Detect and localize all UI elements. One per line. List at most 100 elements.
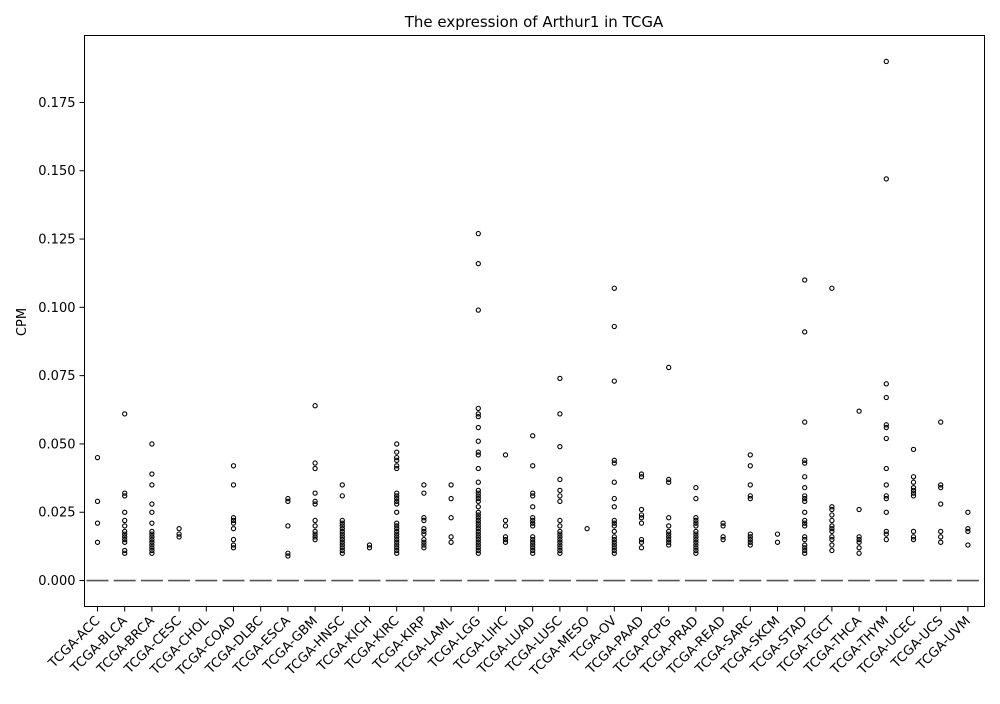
outlier-point xyxy=(230,517,237,524)
outlier-point xyxy=(475,260,481,267)
outlier-point xyxy=(421,517,427,524)
outlier-point xyxy=(638,515,645,521)
outlier-point xyxy=(502,539,509,545)
outlier-point xyxy=(149,534,155,540)
outlier-point xyxy=(475,509,481,515)
outlier-point xyxy=(394,550,400,556)
outlier-point xyxy=(475,517,481,524)
outlier-point xyxy=(394,465,400,472)
outlier-point xyxy=(965,509,971,515)
outlier-point xyxy=(421,528,427,535)
outlier-point xyxy=(285,523,291,529)
outlier-point xyxy=(448,495,454,502)
outlier-point xyxy=(611,495,617,502)
outlier-point xyxy=(938,485,944,491)
outlier-point xyxy=(475,449,481,455)
outlier-point xyxy=(693,523,699,529)
outlier-point xyxy=(666,515,672,521)
outlier-point xyxy=(149,531,155,537)
outlier-point xyxy=(530,534,536,540)
outlier-point xyxy=(475,452,481,458)
outlier-point xyxy=(611,378,617,384)
outlier-point xyxy=(883,495,889,502)
outlier-point xyxy=(176,531,182,537)
outlier-point xyxy=(829,517,835,524)
outlier-point xyxy=(802,509,808,515)
outlier-point xyxy=(856,539,862,545)
outlier-point xyxy=(122,550,128,556)
outlier-point xyxy=(611,517,617,524)
outlier-point xyxy=(421,542,427,548)
outlier-point xyxy=(394,501,400,507)
outlier-point xyxy=(638,539,645,545)
outlier-point xyxy=(829,547,835,554)
outlier-point xyxy=(666,534,672,540)
outlier-point xyxy=(802,542,808,548)
outlier-point xyxy=(802,474,808,480)
outlier-point xyxy=(693,485,699,491)
outlier-point xyxy=(829,506,835,513)
outlier-point xyxy=(910,485,917,491)
outlier-point xyxy=(122,531,128,537)
outlier-point xyxy=(638,506,645,513)
outlier-point xyxy=(611,285,617,291)
outlier-point xyxy=(394,542,400,548)
outlier-point xyxy=(475,550,481,556)
outlier-point xyxy=(530,463,536,469)
outlier-point xyxy=(530,493,536,499)
outlier-point xyxy=(312,501,318,507)
outlier-point xyxy=(883,422,889,428)
outlier-point xyxy=(149,547,155,554)
outlier-point xyxy=(802,517,808,524)
outlier-point xyxy=(122,490,128,496)
outlier-point xyxy=(312,498,318,504)
outlier-point xyxy=(448,515,454,521)
outlier-point xyxy=(366,542,373,548)
outlier-point xyxy=(394,523,400,529)
outlier-point xyxy=(883,58,889,65)
outlier-point xyxy=(557,528,563,535)
outlier-point xyxy=(122,547,128,554)
outlier-point xyxy=(557,539,563,545)
outlier-point xyxy=(611,547,617,554)
outlier-point xyxy=(856,408,862,414)
outlier-point xyxy=(421,536,427,543)
outlier-point xyxy=(394,449,400,455)
y-tick-label: 0.075 xyxy=(38,369,75,384)
outlier-point xyxy=(856,550,862,556)
outlier-point xyxy=(122,528,128,535)
outlier-point xyxy=(802,493,808,499)
outlier-point xyxy=(910,490,917,496)
outlier-point xyxy=(394,547,400,554)
outlier-point xyxy=(693,515,699,521)
outlier-point xyxy=(693,539,699,545)
outlier-point xyxy=(285,498,291,504)
outlier-point xyxy=(230,520,237,526)
plot-frame xyxy=(84,35,985,607)
outlier-point xyxy=(856,545,862,551)
plot-area: 0.000 0.025 0.050 0.075 0.100 0.125 0.150 0.175… xyxy=(38,58,979,680)
outlier-point xyxy=(829,536,835,543)
outlier-point xyxy=(666,539,672,545)
outlier-point xyxy=(747,539,753,545)
outlier-point xyxy=(829,542,835,548)
outlier-point xyxy=(230,525,237,532)
outlier-point xyxy=(557,531,563,537)
outlier-point xyxy=(149,542,155,548)
outlier-point xyxy=(557,536,563,543)
outlier-point xyxy=(149,550,155,556)
outlier-point xyxy=(802,534,808,540)
outlier-point xyxy=(829,534,835,540)
outlier-point xyxy=(530,550,536,556)
outlier-point xyxy=(720,520,726,526)
outlier-point xyxy=(149,528,155,535)
outlier-point xyxy=(475,230,481,237)
outlier-point xyxy=(394,493,400,499)
outlier-point xyxy=(394,509,400,515)
outlier-point xyxy=(421,490,427,496)
outlier-point xyxy=(530,504,536,510)
outlier-point xyxy=(475,523,481,529)
outlier-point xyxy=(910,479,917,485)
outlier-point xyxy=(693,547,699,554)
y-tick-label: 0.125 xyxy=(38,233,75,248)
